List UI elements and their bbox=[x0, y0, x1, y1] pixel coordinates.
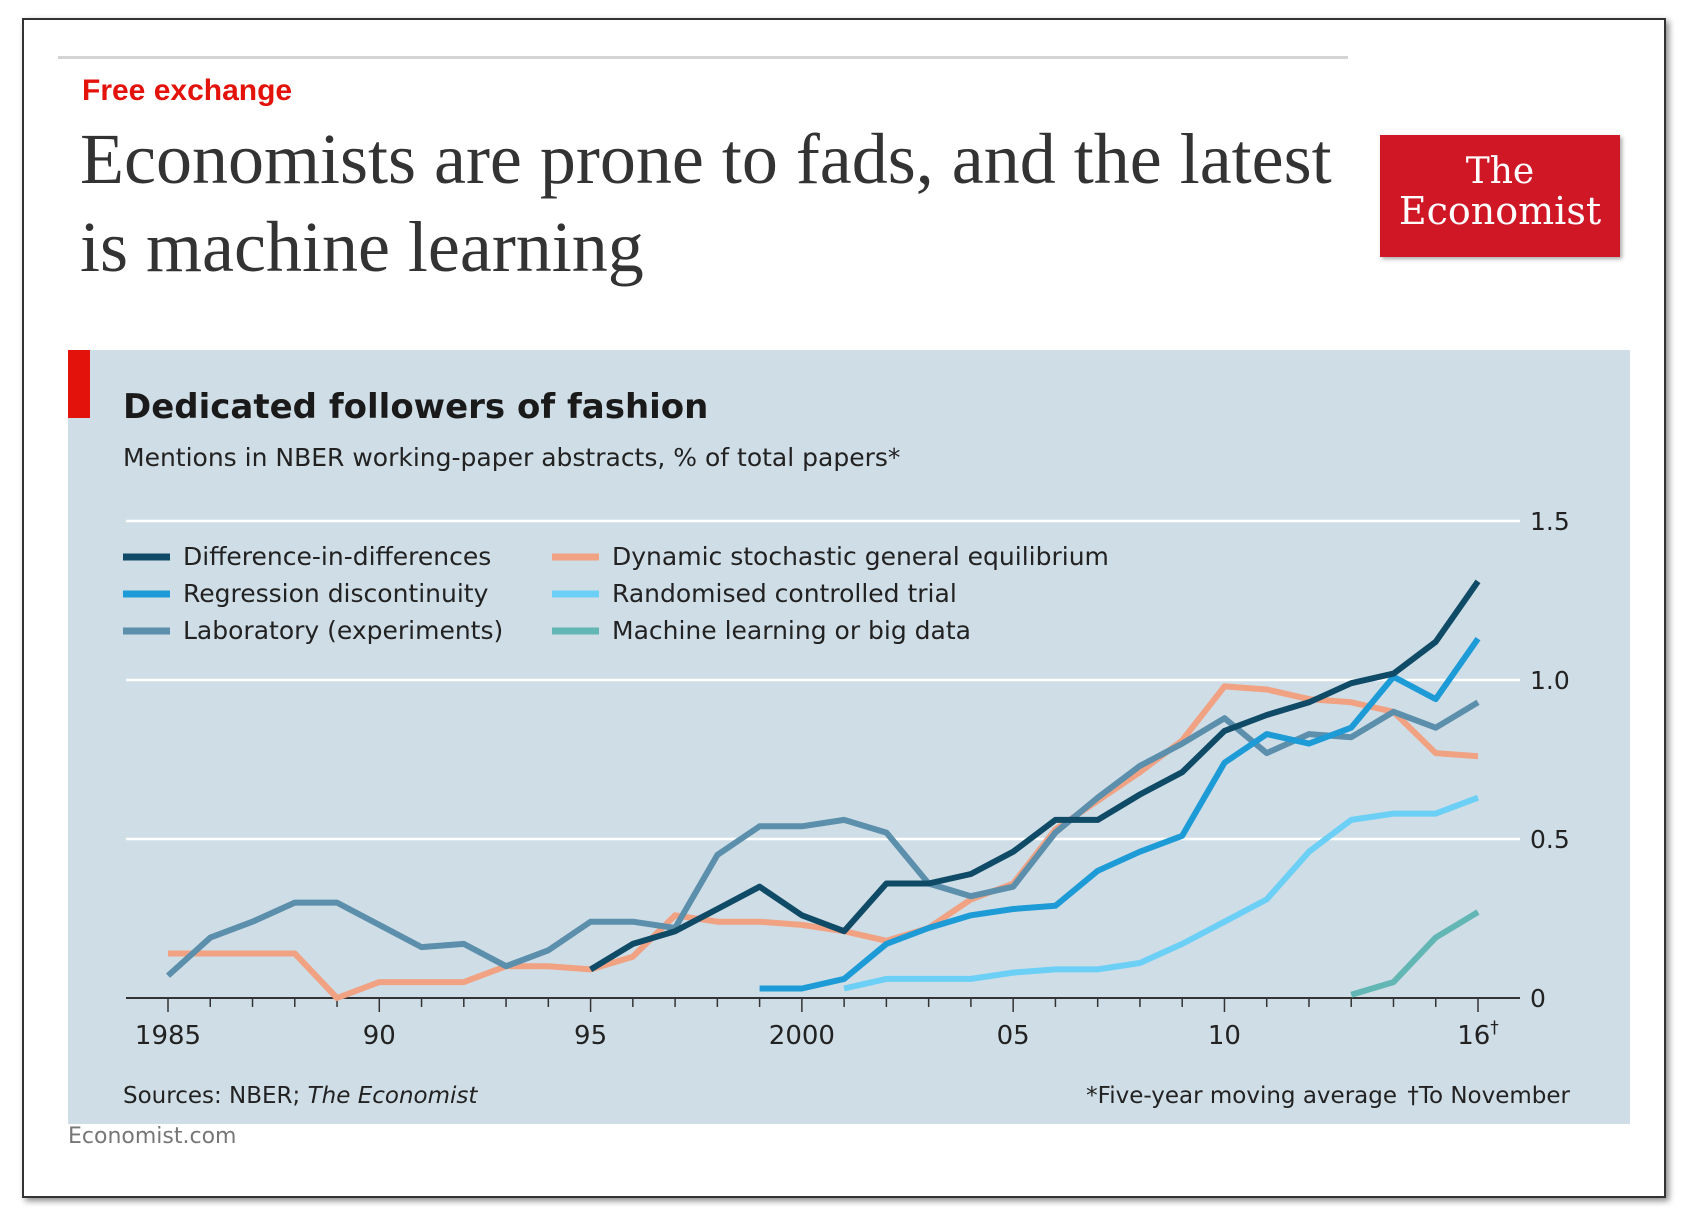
chart-background bbox=[68, 350, 1630, 1124]
x-axis bbox=[126, 997, 1520, 1012]
legend-label: Difference-in-differences bbox=[183, 542, 491, 571]
dagger-mark: † bbox=[1490, 1018, 1499, 1038]
x-tick-label: 1985 bbox=[135, 1021, 201, 1051]
top-rule bbox=[58, 56, 1348, 59]
x-tick-label: 05 bbox=[997, 1021, 1030, 1051]
footnote-moving-average: *Five-year moving average bbox=[1086, 1083, 1397, 1109]
legend-label: Dynamic stochastic general equilibrium bbox=[612, 542, 1109, 571]
y-tick-label: 0.5 bbox=[1530, 825, 1570, 854]
series-line-laboratory-experiments bbox=[165, 699, 1480, 978]
legend-label: Laboratory (experiments) bbox=[183, 616, 503, 645]
series-line-machine-learning-or-big-data bbox=[1350, 909, 1480, 998]
legend-label: Randomised controlled trial bbox=[612, 579, 957, 608]
section-label: Free exchange bbox=[82, 74, 293, 107]
chart-title: Dedicated followers of fashion bbox=[123, 387, 708, 427]
x-tick-label: 10 bbox=[1208, 1021, 1241, 1051]
source-italic: The Economist bbox=[308, 1083, 479, 1109]
y-tick-label: 0 bbox=[1530, 984, 1546, 1013]
economist-logo: The Economist bbox=[1380, 135, 1620, 257]
x-tick-labels: 1985 90 95 2000 05 10 16† bbox=[135, 1018, 1499, 1051]
chart-subtitle: Mentions in NBER working-paper abstracts… bbox=[123, 443, 900, 472]
x-tick-label: 95 bbox=[574, 1021, 607, 1051]
footnote-to-november: †To November bbox=[1407, 1083, 1570, 1109]
logo-line-1: The bbox=[1465, 151, 1535, 192]
source-note: Sources: NBER; The Economist bbox=[123, 1083, 478, 1109]
legend-label: Machine learning or big data bbox=[612, 616, 971, 645]
series-line-dynamic-stochastic-general-equilibrium bbox=[168, 683, 1479, 1001]
series-line-difference-in-differences bbox=[589, 579, 1481, 972]
x-tick-label: 2000 bbox=[769, 1021, 835, 1051]
source-text: Sources: NBER; bbox=[123, 1083, 308, 1109]
y-tick-labels: 0 0.5 1.0 1.5 bbox=[1530, 507, 1570, 1013]
chart-red-tab bbox=[68, 350, 90, 418]
legend: Difference-in-differences Regression disc… bbox=[123, 542, 1109, 645]
headline: Economists are prone to fads, and the la… bbox=[80, 119, 1332, 287]
legend-label: Regression discontinuity bbox=[183, 579, 489, 608]
series-lines bbox=[165, 579, 1481, 1001]
footer-site: Economist.com bbox=[68, 1124, 237, 1149]
series-line-regression-discontinuity bbox=[759, 636, 1481, 992]
y-tick-label: 1.5 bbox=[1530, 507, 1570, 536]
gridlines bbox=[126, 519, 1520, 841]
series-line-randomised-controlled-trial bbox=[843, 794, 1480, 992]
y-tick-label: 1.0 bbox=[1530, 666, 1570, 695]
logo-line-2: Economist bbox=[1398, 189, 1602, 233]
x-tick-label: 90 bbox=[363, 1021, 396, 1051]
